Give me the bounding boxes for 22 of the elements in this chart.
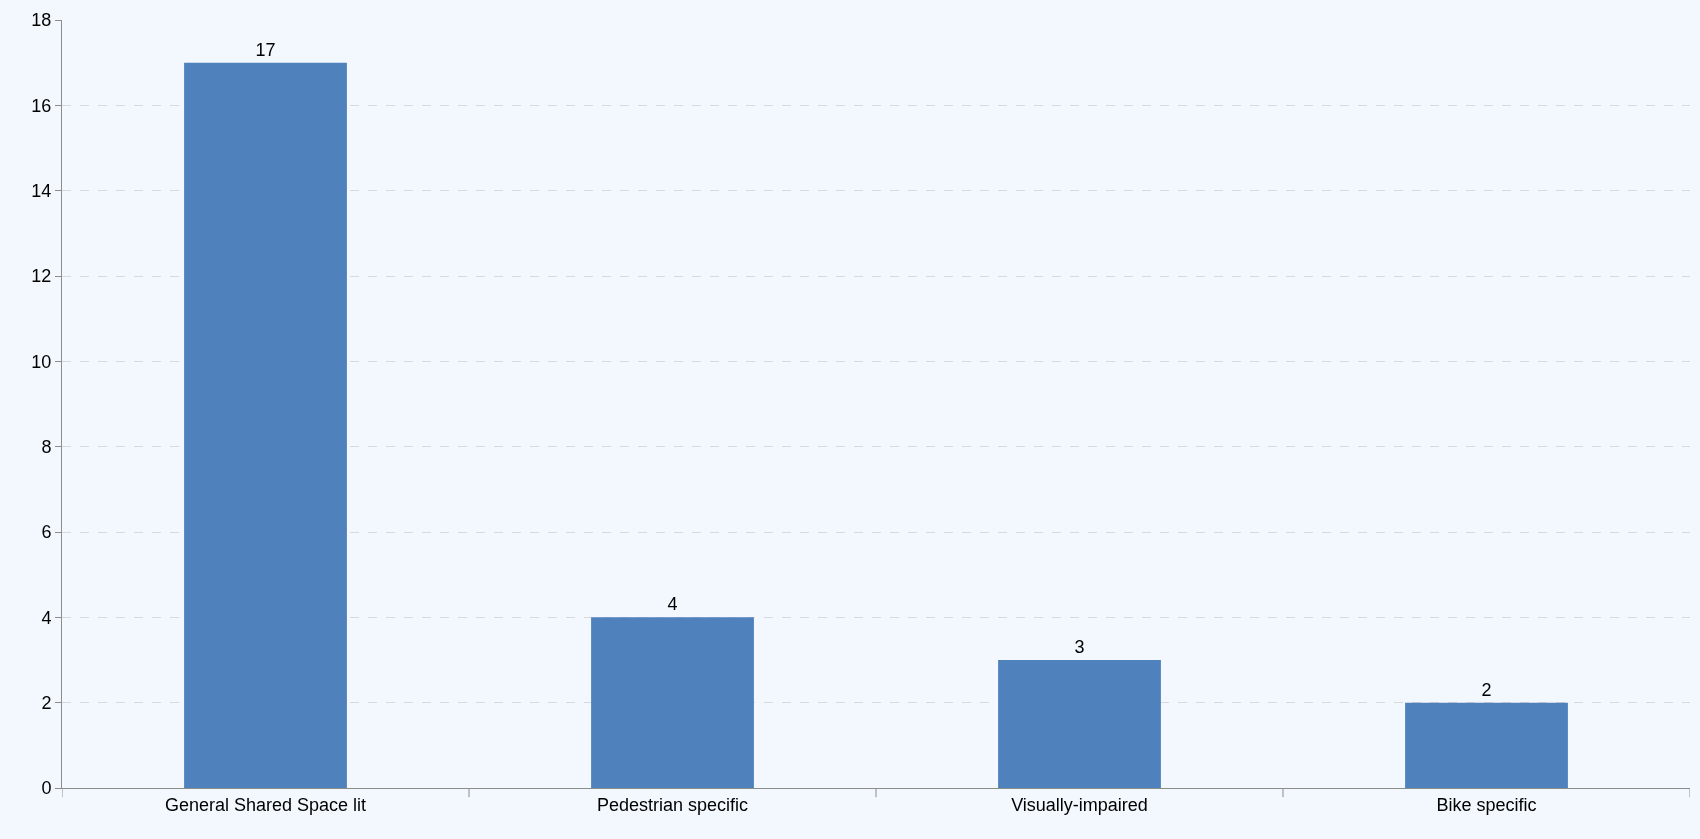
y-tick-label: 4 [41,607,52,628]
y-tick-label: 8 [41,436,52,457]
y-tick-label: 12 [31,266,52,287]
data-label: 4 [667,594,678,615]
x-tick-label: Visually-impaired [1011,794,1148,815]
x-tick-label: General Shared Space lit [164,794,367,815]
data-label: 17 [255,39,276,60]
data-label: 2 [1481,679,1492,700]
data-label: 3 [1074,637,1085,657]
y-tick-label: 10 [31,351,52,372]
y-tick-label: 2 [41,692,52,713]
x-tick-label: Pedestrian specific [596,794,749,815]
bar [1405,702,1568,788]
y-tick-label: 6 [41,522,52,543]
y-tick-label: 18 [31,10,52,31]
y-tick-label: 16 [31,95,52,116]
bar [591,617,754,788]
y-tick-label: 0 [41,778,52,799]
x-tick-label: Bike specific [1436,794,1537,815]
bar [998,660,1161,788]
y-tick-label: 14 [31,180,52,201]
bar [184,62,347,788]
